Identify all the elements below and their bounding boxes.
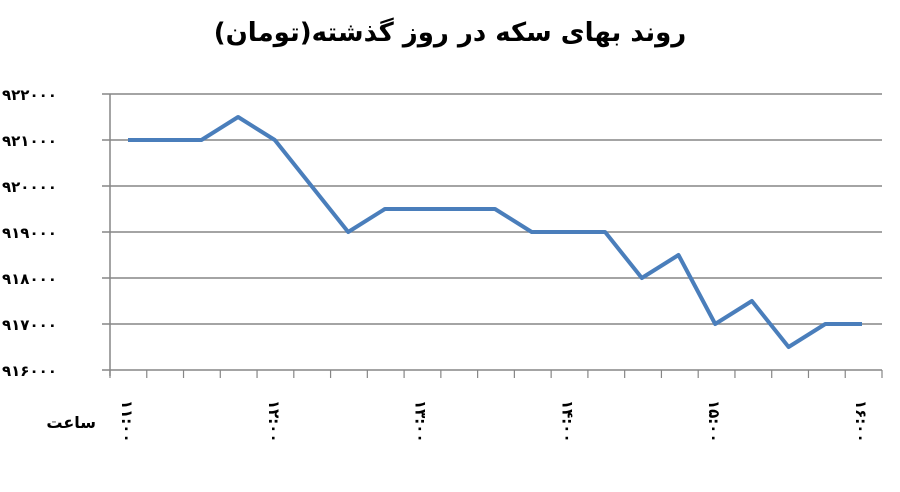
x-axis-label: ساعت [46, 413, 96, 432]
x-tick-label: ۱۱:۰۰ [118, 400, 136, 443]
chart-title: روند بهای سکه در روز گذشته(تومان) [213, 18, 687, 48]
x-tick-label: ۱۴:۰۰ [558, 400, 576, 443]
x-tick-label: ۱۲:۰۰ [265, 400, 283, 443]
x-tick-label: ۱۳:۰۰ [412, 400, 430, 443]
y-tick-label: ۹۱۶۰۰۰ [2, 362, 57, 380]
y-tick-label: ۹۲۰۰۰۰ [2, 178, 57, 196]
y-tick-label: ۹۱۷۰۰۰ [2, 316, 57, 334]
y-tick-label: ۹۲۲۰۰۰ [2, 86, 57, 104]
x-tick-label: ۱۶:۰۰ [852, 400, 870, 443]
x-tick-label: ۱۵:۰۰ [705, 400, 723, 443]
y-tick-label: ۹۱۸۰۰۰ [2, 270, 57, 288]
y-tick-label: ۹۱۹۰۰۰ [2, 224, 57, 242]
y-tick-label: ۹۲۱۰۰۰ [2, 132, 57, 150]
